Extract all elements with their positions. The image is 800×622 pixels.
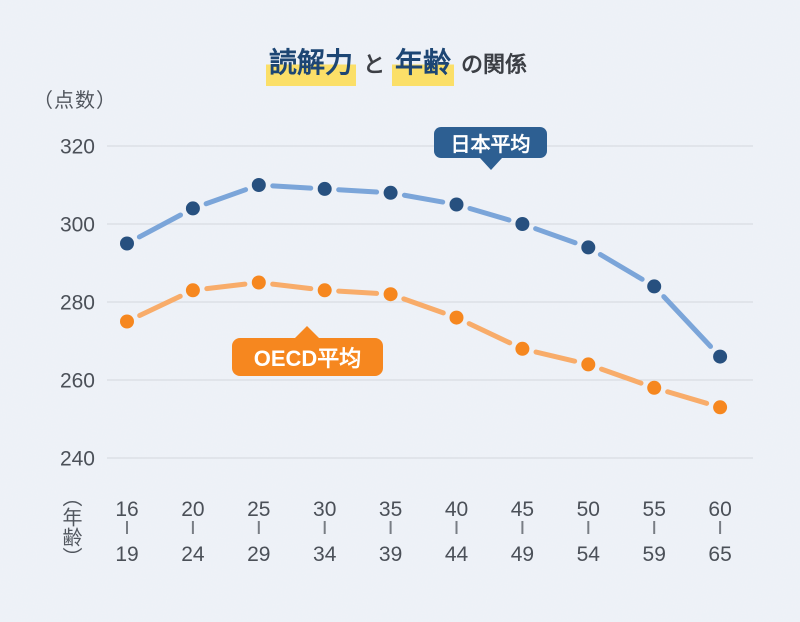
- segment-japan-4: [401, 192, 446, 205]
- segment-japan-5: [467, 205, 512, 223]
- point-japan-40-44: [449, 197, 464, 212]
- y-tick-280: 280: [60, 292, 95, 315]
- segment-japan-1: [203, 187, 249, 207]
- y-axis-tick-labels: 320 300 280 260 240: [60, 136, 95, 471]
- x-tick-top-30-34: 30: [313, 498, 336, 521]
- title-connector: と: [362, 52, 385, 77]
- x-axis-unit-label: （年齢）: [59, 487, 81, 567]
- point-oecd-25-29: [251, 275, 266, 290]
- segment-oecd-6: [533, 349, 578, 364]
- point-japan-25-29: [251, 178, 266, 192]
- point-japan-55-59: [647, 279, 662, 294]
- segment-oecd-4: [401, 296, 446, 316]
- point-oecd-60-65: [713, 400, 728, 415]
- segment-oecd-2: [270, 281, 314, 292]
- point-oecd-35-39: [383, 287, 398, 302]
- x-tick-bottom-50-54: 54: [577, 543, 601, 566]
- y-axis-unit-label: （点数）: [33, 90, 117, 112]
- y-tick-240: 240: [60, 448, 95, 471]
- point-japan-50-54: [581, 240, 596, 255]
- x-tick-bottom-55-59: 59: [643, 543, 666, 566]
- point-japan-45-49: [515, 217, 530, 231]
- x-tick-bottom-45-49: 49: [511, 543, 534, 566]
- segment-oecd-0: [137, 293, 183, 319]
- point-japan-35-39: [383, 185, 398, 200]
- point-oecd-55-59: [647, 380, 662, 395]
- callout-pointer-up: [295, 326, 319, 338]
- series-callout-oecd: OECD平均: [232, 326, 383, 376]
- segment-japan-8: [661, 294, 714, 349]
- x-tick-top-25-29: 25: [247, 498, 270, 521]
- x-tick-top-55-59: 55: [643, 498, 666, 521]
- segment-oecd-1: [204, 281, 248, 292]
- point-oecd-30-34: [317, 283, 332, 298]
- x-tick-top-35-39: 35: [379, 498, 402, 521]
- gridlines: [107, 145, 753, 459]
- x-tick-bottom-40-44: 44: [445, 543, 469, 566]
- point-oecd-16-19: [120, 314, 134, 329]
- data-series: [120, 178, 728, 415]
- x-tick-bottom-35-39: 39: [379, 543, 402, 566]
- x-tick-top-60-65: 60: [708, 498, 731, 521]
- y-tick-320: 320: [60, 136, 95, 159]
- x-tick-bottom-20-24: 24: [181, 543, 205, 566]
- segment-japan-7: [597, 252, 645, 282]
- x-tick-bottom-30-34: 34: [313, 543, 337, 566]
- x-tick-bottom-16-19: 19: [115, 543, 138, 566]
- x-tick-bottom-25-29: 29: [247, 543, 270, 566]
- x-tick-top-50-54: 50: [577, 498, 600, 521]
- x-tick-top-40-44: 40: [445, 498, 468, 521]
- segment-oecd-8: [665, 389, 710, 406]
- x-tick-top-16-19: 16: [115, 498, 138, 521]
- point-japan-16-19: [120, 236, 134, 251]
- point-japan-30-34: [317, 181, 332, 196]
- x-tick-bottom-60-65: 65: [708, 543, 731, 566]
- x-axis-tick-labels: 16 19 20 24 25 29 30 34 35 39 40 44 45 49 50 54 55 59 60 65: [115, 498, 731, 566]
- series-callout-oecd-label: OECD平均: [253, 346, 362, 371]
- x-tick-top-45-49: 45: [511, 498, 534, 521]
- title-suffix: の関係: [461, 52, 528, 77]
- series-callout-japan-label: 日本平均: [450, 134, 531, 156]
- segment-oecd-7: [598, 366, 644, 386]
- segment-japan-0: [136, 212, 184, 240]
- point-japan-60-65: [713, 349, 728, 364]
- x-tick-top-20-24: 20: [181, 498, 204, 521]
- segment-japan-2: [270, 183, 314, 191]
- title-keyword-reading: 読解力: [265, 47, 356, 86]
- chart-title: 読解力と年齢 の関係: [0, 46, 800, 86]
- callout-pointer-down: [479, 158, 502, 170]
- point-japan-20-24: [185, 201, 200, 216]
- point-oecd-20-24: [185, 283, 200, 298]
- segment-oecd-3: [336, 288, 380, 296]
- point-oecd-45-49: [515, 341, 530, 356]
- y-tick-260: 260: [60, 370, 95, 393]
- title-keyword-age: 年齢: [392, 47, 455, 86]
- segment-oecd-5: [466, 321, 513, 346]
- series-callout-japan: 日本平均: [434, 127, 547, 170]
- segment-japan-6: [533, 226, 578, 246]
- point-oecd-40-44: [449, 310, 464, 325]
- segment-japan-3: [336, 187, 380, 195]
- y-tick-300: 300: [60, 214, 95, 237]
- point-oecd-50-54: [581, 357, 596, 372]
